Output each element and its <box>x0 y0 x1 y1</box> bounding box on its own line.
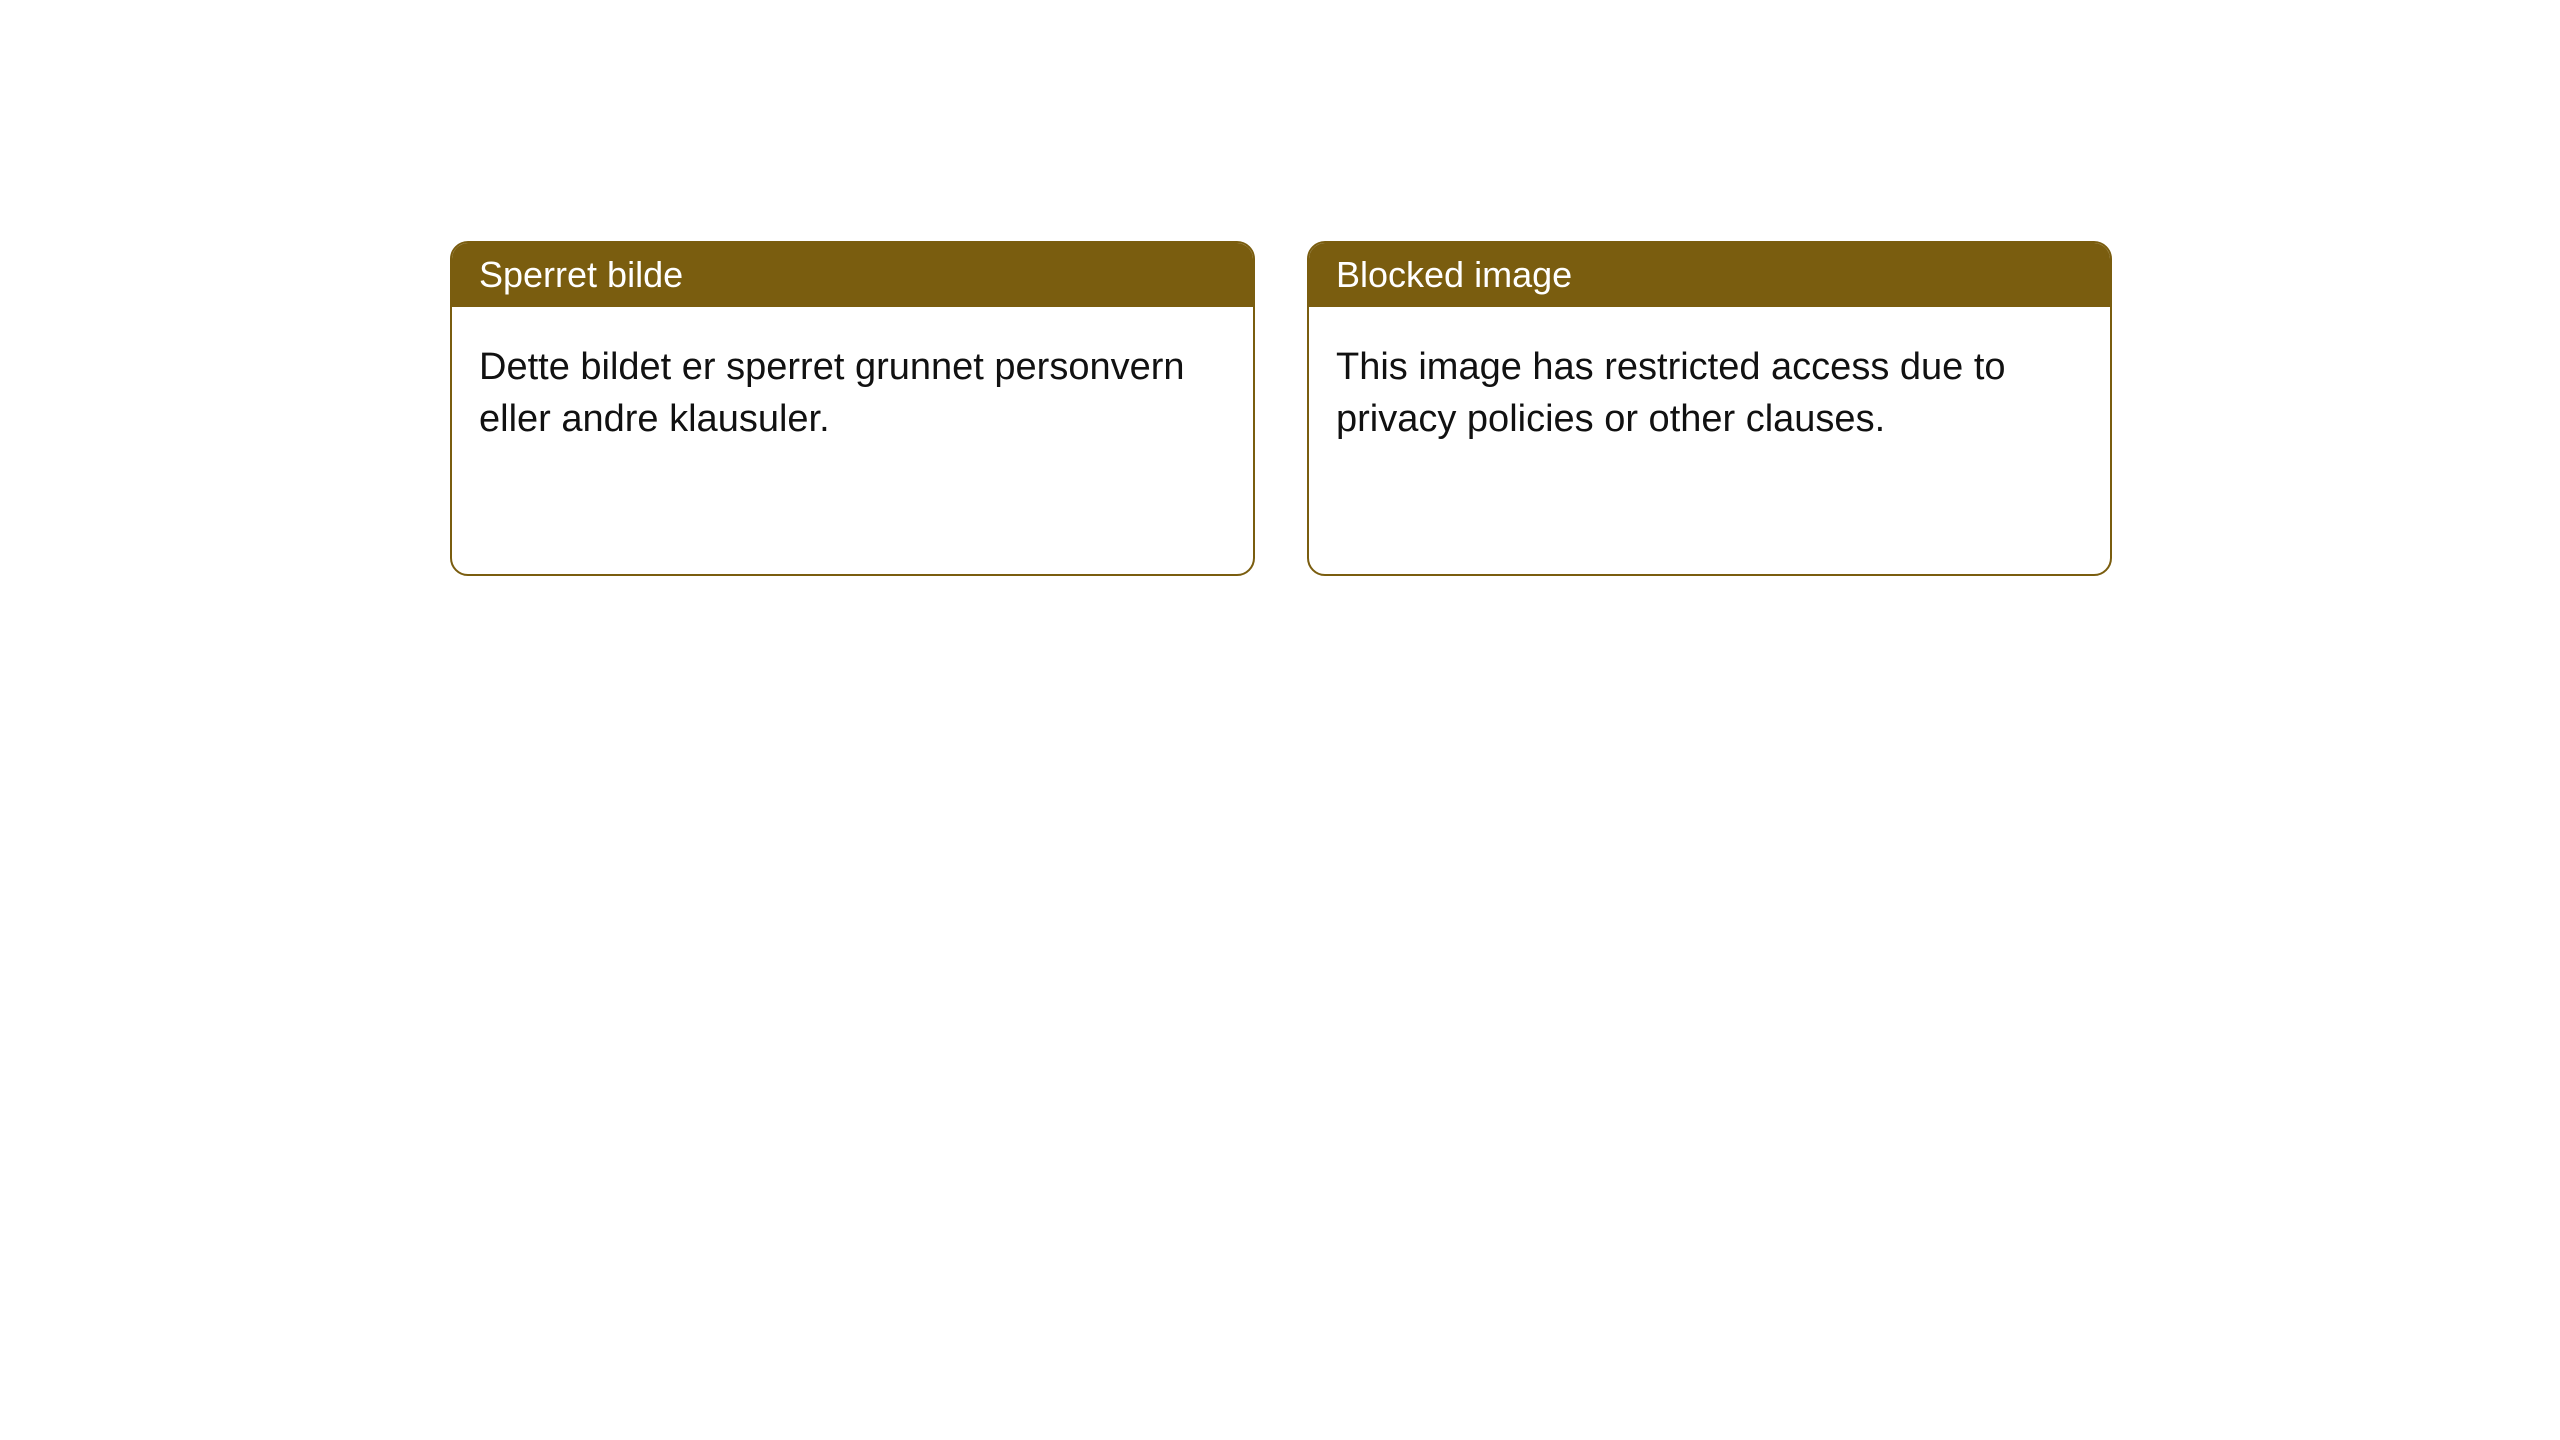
card-title-no: Sperret bilde <box>479 254 683 295</box>
card-body-no: Dette bildet er sperret grunnet personve… <box>452 307 1253 479</box>
blocked-image-card-en: Blocked image This image has restricted … <box>1307 241 2112 576</box>
blocked-image-cards-container: Sperret bilde Dette bildet er sperret gr… <box>450 241 2112 576</box>
blocked-image-card-no: Sperret bilde Dette bildet er sperret gr… <box>450 241 1255 576</box>
card-body-en: This image has restricted access due to … <box>1309 307 2110 479</box>
card-body-text-no: Dette bildet er sperret grunnet personve… <box>479 346 1185 440</box>
card-header-en: Blocked image <box>1309 243 2110 307</box>
card-header-no: Sperret bilde <box>452 243 1253 307</box>
card-title-en: Blocked image <box>1336 254 1572 295</box>
card-body-text-en: This image has restricted access due to … <box>1336 346 2006 440</box>
